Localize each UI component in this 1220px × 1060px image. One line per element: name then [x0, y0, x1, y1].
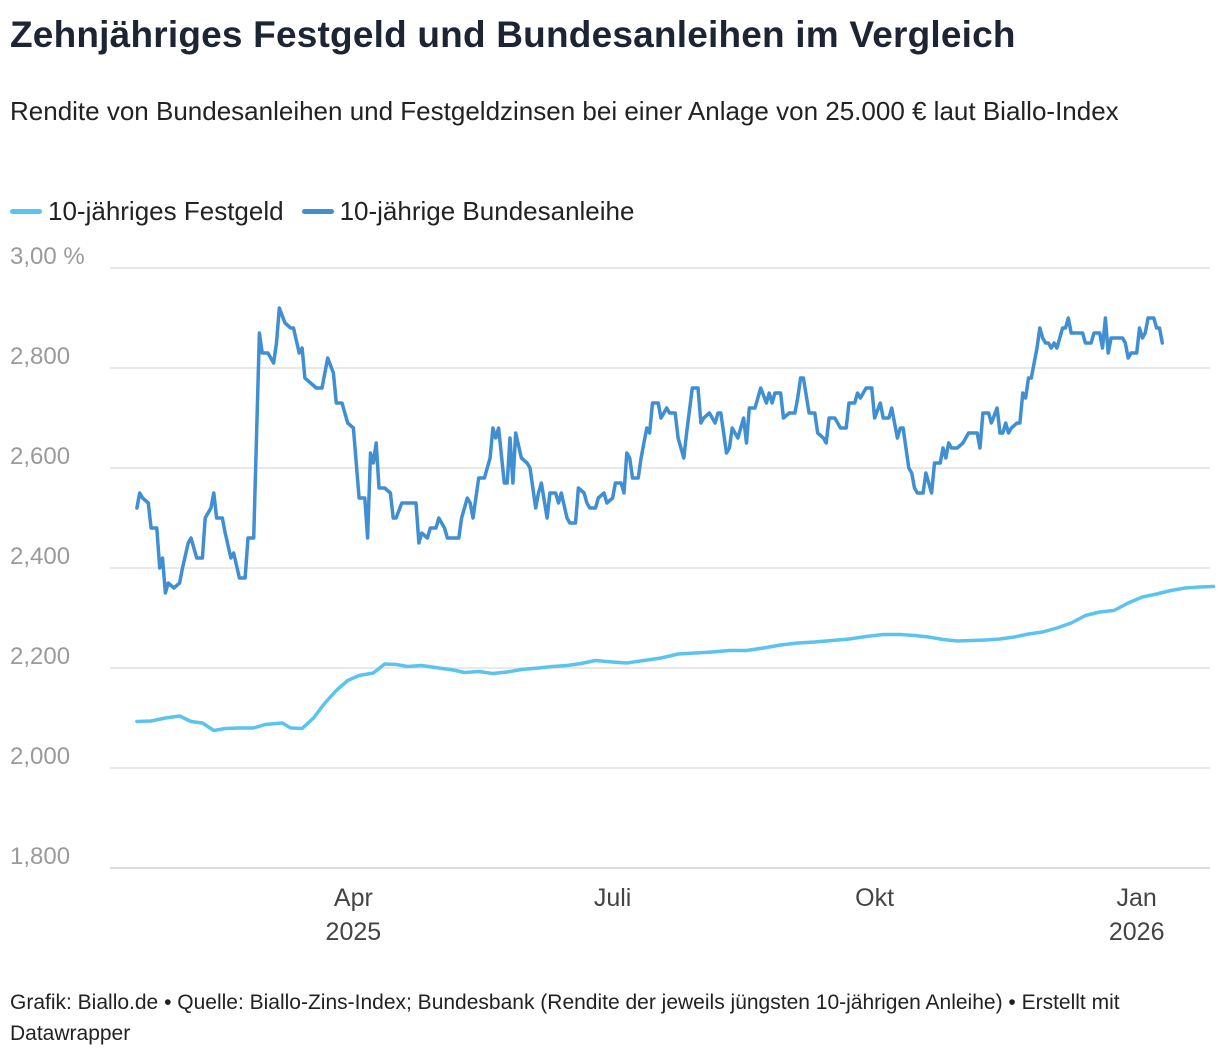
x-tick-label: Jan — [1117, 884, 1157, 912]
y-tick-label: 1,800 — [10, 843, 70, 870]
series-line-bundesanleihe — [135, 306, 1165, 595]
x-tick-label: Juli — [594, 884, 632, 912]
chart-title: Zehnjähriges Festgeld und Bundesanleihen… — [10, 14, 1016, 55]
chart-footer: Grafik: Biallo.de • Quelle: Biallo-Zins-… — [10, 991, 1120, 1045]
y-tick-label: 2,000 — [10, 743, 70, 770]
legend-item-festgeld: 10-jähriges Festgeld — [10, 196, 284, 227]
y-tick-label: 2,600 — [10, 443, 70, 470]
legend: 10-jähriges Festgeld 10-jährige Bundesan… — [10, 194, 652, 228]
legend-label-festgeld: 10-jähriges Festgeld — [48, 195, 284, 226]
x-tick-label: Okt — [855, 884, 894, 912]
y-tick-label: 2,200 — [10, 643, 70, 670]
legend-swatch-festgeld — [10, 208, 42, 214]
y-tick-label: 3,00 % — [10, 243, 85, 270]
chart-subtitle: Rendite von Bundesanleihen und Festgeldz… — [10, 96, 1119, 126]
legend-swatch-bundesanleihe — [301, 208, 334, 214]
x-tick-sublabel: 2026 — [1109, 918, 1165, 946]
line-chart: 3,00 % 2,800 2,600 2,400 2,200 2,000 1,800 Apr 2… — [10, 243, 1216, 946]
x-tick-sublabel: 2025 — [326, 918, 382, 946]
legend-label-bundesanleihe: 10-jährige Bundesanleihe — [339, 195, 635, 226]
legend-item-bundesanleihe: 10-jährige Bundesanleihe — [301, 195, 635, 227]
x-tick-label: Apr — [334, 884, 373, 912]
y-tick-label: 2,800 — [10, 343, 70, 370]
y-tick-label: 2,400 — [10, 543, 70, 570]
series-line-festgeld — [135, 584, 1216, 733]
